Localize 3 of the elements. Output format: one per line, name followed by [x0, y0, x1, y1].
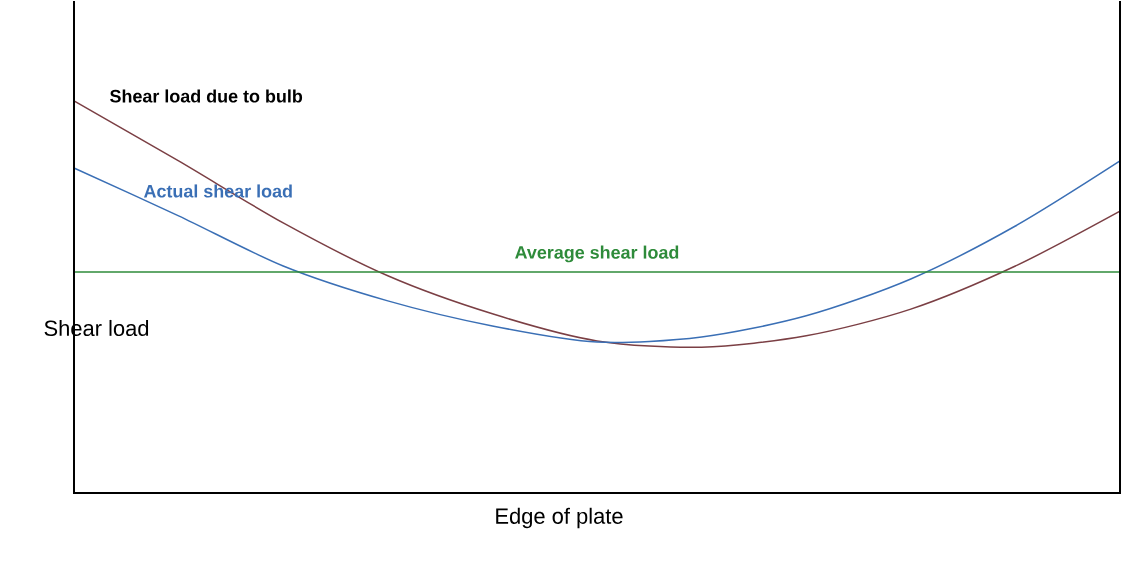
x-axis-title: Edge of plate	[496, 507, 623, 529]
ref-line-label: Average shear load	[515, 245, 679, 263]
series-label: Shear load due to bulb	[110, 89, 303, 103]
